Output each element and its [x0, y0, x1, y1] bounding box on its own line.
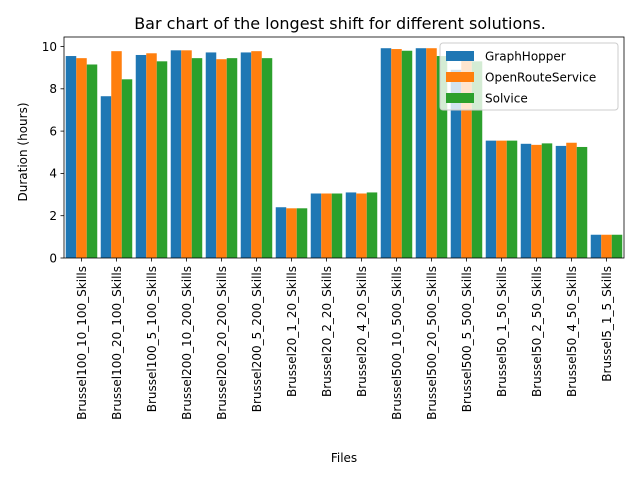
bar-openrouteservice-3: [181, 50, 192, 258]
bar-solvice-1: [121, 79, 133, 258]
y-tick-label: 2: [49, 209, 57, 223]
bar-openrouteservice-8: [356, 193, 367, 258]
bar-solvice-7: [331, 193, 343, 258]
bar-graphhopper-7: [310, 193, 322, 258]
bar-openrouteservice-9: [391, 49, 402, 258]
x-tick-label: Brussel20_4_20_Skills: [355, 266, 369, 397]
bar-solvice-15: [611, 234, 623, 258]
bar-openrouteservice-10: [426, 48, 437, 259]
bar-solvice-8: [366, 192, 378, 258]
y-tick-label: 6: [49, 124, 57, 138]
y-axis-label: Duration (hours): [16, 102, 30, 201]
x-axis-label: Files: [331, 451, 357, 465]
bar-graphhopper-14: [555, 145, 567, 258]
y-tick-label: 0: [49, 251, 57, 265]
bar-graphhopper-10: [415, 48, 427, 259]
legend-swatch-solvice: [446, 93, 474, 103]
bars-group: [65, 48, 623, 259]
bar-graphhopper-0: [65, 56, 77, 258]
x-tick-label: Brussel50_4_50_Skills: [565, 266, 579, 397]
legend-label-openrouteservice: OpenRouteService: [485, 71, 596, 85]
plot-frame: [63, 36, 625, 259]
x-tick-label: Brussel50_1_50_Skills: [495, 266, 509, 397]
x-tick-label: Brussel200_5_200_Skills: [250, 266, 264, 412]
legend-swatch-graphhopper: [446, 51, 474, 61]
bar-openrouteservice-2: [146, 53, 157, 258]
bar-graphhopper-15: [590, 234, 602, 258]
bar-openrouteservice-11: [461, 57, 472, 259]
bar-openrouteservice-12: [496, 140, 507, 258]
x-tick-label: Brussel100_20_100_Skills: [110, 266, 124, 420]
bar-openrouteservice-6: [286, 208, 297, 258]
x-tick-label: Brussel200_20_200_Skills: [215, 266, 229, 420]
bar-openrouteservice-4: [216, 59, 227, 259]
bar-openrouteservice-5: [251, 51, 262, 258]
bar-openrouteservice-14: [566, 142, 577, 258]
y-tick-label: 4: [49, 167, 57, 181]
bar-openrouteservice-15: [601, 234, 612, 258]
bar-graphhopper-6: [275, 207, 287, 258]
bar-solvice-9: [401, 50, 413, 258]
bar-solvice-11: [471, 61, 483, 258]
legend-box: [439, 42, 619, 111]
bar-solvice-5: [261, 58, 273, 259]
y-tick-label: 10: [42, 40, 57, 54]
bar-solvice-6: [296, 208, 308, 258]
bar-openrouteservice-1: [111, 51, 122, 258]
bar-graphhopper-9: [380, 48, 392, 259]
bar-openrouteservice-0: [76, 58, 87, 259]
legend-label-solvice: Solvice: [485, 92, 528, 106]
bar-solvice-10: [436, 56, 448, 258]
bar-graphhopper-4: [205, 52, 217, 258]
bar-graphhopper-3: [170, 50, 182, 258]
bar-graphhopper-13: [520, 143, 532, 258]
legend-swatch-openrouteservice: [446, 72, 474, 82]
legend-label-graphhopper: GraphHopper: [485, 50, 566, 64]
x-tick-label: Brussel50_2_50_Skills: [530, 266, 544, 397]
bar-solvice-14: [576, 146, 588, 258]
bar-graphhopper-8: [345, 192, 357, 258]
x-tick-label: Brussel100_10_100_Skills: [75, 266, 89, 420]
x-tick-label: Brussel500_20_500_Skills: [425, 266, 439, 420]
bar-openrouteservice-7: [321, 193, 332, 258]
x-tick-label: Brussel20_1_20_Skills: [285, 266, 299, 397]
legend: GraphHopper OpenRouteService Solvice: [439, 42, 619, 111]
x-tick-label: Brussel100_5_100_Skills: [145, 266, 159, 412]
bar-solvice-4: [226, 58, 238, 259]
axes-group: 0 2 4 6 8 10 Brussel100_10_100_Skills Brussel10…: [42, 36, 625, 420]
chart-title: Bar chart of the longest shift for diffe…: [134, 14, 546, 33]
y-tick-label: 8: [49, 82, 57, 96]
x-tick-label: Brussel200_10_200_Skills: [180, 266, 194, 420]
x-tick-label: Brussel20_2_20_Skills: [320, 266, 334, 397]
x-tick-label: Brussel500_10_500_Skills: [390, 266, 404, 420]
bar-solvice-3: [191, 58, 203, 259]
bar-graphhopper-2: [135, 54, 147, 259]
bar-graphhopper-5: [240, 52, 252, 258]
x-tick-label: Brussel5_1_5_Skills: [600, 266, 614, 382]
bar-solvice-0: [86, 64, 98, 259]
bar-graphhopper-12: [485, 140, 497, 258]
bar-solvice-2: [156, 61, 168, 258]
bar-openrouteservice-13: [531, 144, 542, 258]
bar-graphhopper-11: [450, 69, 462, 258]
bar-solvice-13: [541, 143, 553, 258]
bar-graphhopper-1: [100, 96, 112, 258]
x-tick-label: Brussel500_5_500_Skills: [460, 266, 474, 412]
bar-solvice-12: [506, 140, 518, 258]
